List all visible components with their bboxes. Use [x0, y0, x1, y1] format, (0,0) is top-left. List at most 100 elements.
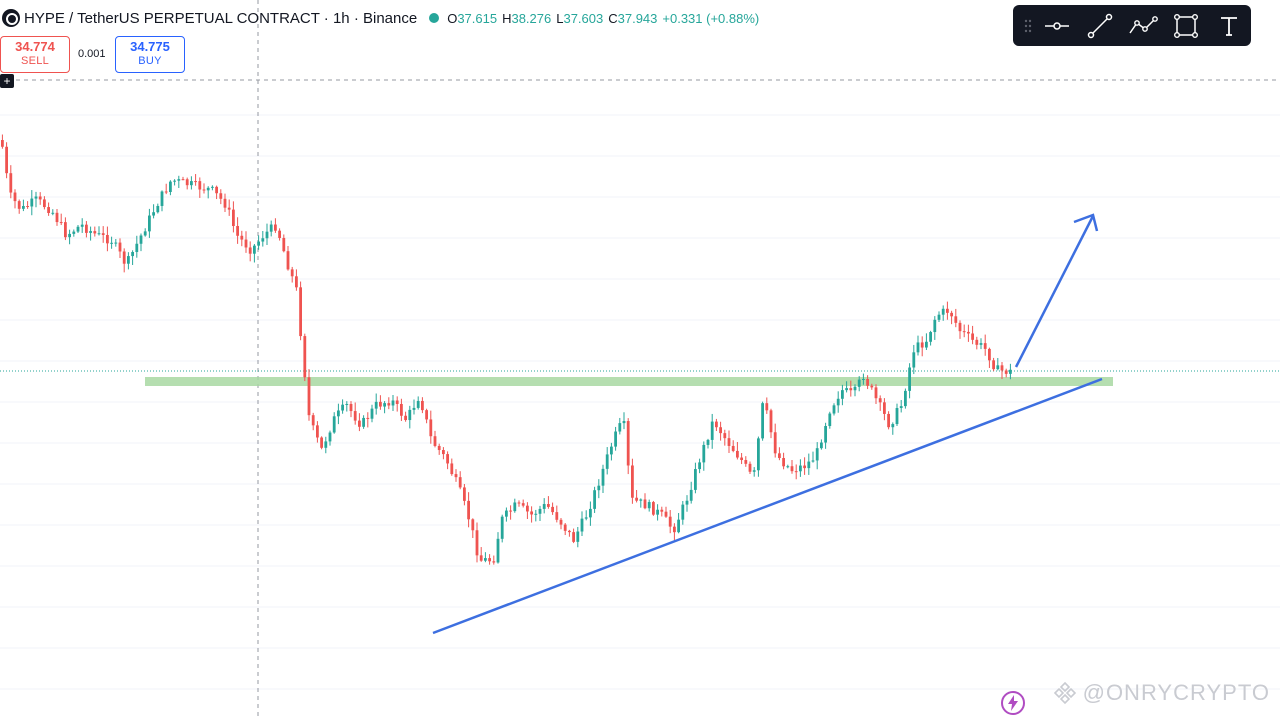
- candle-body: [421, 400, 424, 411]
- candle-body: [38, 196, 42, 200]
- projection-arrow[interactable]: [1014, 215, 1095, 368]
- candle-body: [992, 360, 995, 370]
- candle-body: [30, 198, 34, 207]
- candle-body: [425, 410, 428, 420]
- candle-body: [652, 502, 655, 515]
- candle-body: [769, 410, 773, 433]
- candle-body: [853, 386, 857, 391]
- candle-body: [996, 365, 1000, 370]
- path-icon[interactable]: [1121, 10, 1164, 42]
- candle-body: [689, 489, 693, 501]
- candle-body: [106, 234, 109, 244]
- candle-body: [937, 314, 941, 320]
- candle-body: [253, 245, 256, 254]
- candle-body: [261, 238, 265, 242]
- candle-body: [824, 426, 827, 443]
- candle-body: [240, 235, 244, 240]
- candle-body: [362, 417, 365, 427]
- horizontal-ray-icon[interactable]: [1035, 10, 1078, 42]
- candle-body: [299, 287, 302, 337]
- candle-body: [446, 454, 449, 464]
- candle-body: [576, 531, 580, 542]
- candle-body: [626, 421, 630, 466]
- candle-body: [471, 519, 475, 531]
- candle-body: [248, 247, 252, 254]
- candle-body: [324, 441, 328, 448]
- candle-body: [874, 387, 878, 399]
- candle-body: [404, 415, 407, 421]
- open-value: 37.615: [457, 10, 498, 26]
- candle-body: [463, 487, 466, 501]
- candle-body: [353, 411, 357, 421]
- candle-body: [303, 336, 307, 378]
- candle-body: [807, 461, 811, 469]
- candle-body: [904, 390, 907, 407]
- candle-body: [232, 209, 235, 226]
- candle-body: [190, 181, 193, 186]
- candle-body: [131, 252, 134, 257]
- candle-body: [958, 322, 962, 332]
- candle-body: [614, 431, 617, 447]
- candle-body: [286, 251, 290, 270]
- candle-body: [736, 450, 739, 458]
- candle-body: [26, 206, 29, 208]
- candle-body: [954, 316, 958, 323]
- rectangle-icon[interactable]: [1164, 10, 1207, 42]
- buy-button[interactable]: 34.775 BUY: [115, 36, 185, 73]
- low-value: 37.603: [563, 10, 604, 26]
- candle-body: [715, 421, 718, 428]
- candle-body: [400, 403, 403, 416]
- candle-body: [257, 241, 260, 246]
- candle-body: [223, 198, 227, 208]
- candle-body: [673, 526, 676, 533]
- candle-body: [702, 444, 706, 463]
- candle-body: [916, 342, 920, 353]
- candle-body: [526, 505, 529, 512]
- high-value: 38.276: [511, 10, 552, 26]
- candle-body: [555, 512, 559, 520]
- candle-body: [64, 222, 67, 238]
- ascending-trendline[interactable]: [432, 377, 1103, 635]
- text-icon[interactable]: [1207, 10, 1250, 42]
- candle-body: [895, 408, 899, 425]
- candle-body: [744, 460, 748, 464]
- candle-body: [975, 339, 979, 345]
- candle-body: [236, 225, 239, 236]
- candle-body: [752, 470, 756, 472]
- candle-body: [803, 465, 806, 469]
- candle-body: [311, 415, 315, 426]
- candle-body: [786, 466, 790, 468]
- candle-body: [22, 206, 25, 209]
- candle-body: [374, 401, 378, 409]
- candlestick-series: [1, 134, 1012, 565]
- candle-body: [80, 224, 84, 227]
- drag-handle-icon[interactable]: [1021, 16, 1035, 36]
- candle-body: [668, 516, 672, 527]
- candle-body: [1000, 365, 1004, 371]
- candle-body: [164, 191, 168, 193]
- support-zone[interactable]: [145, 377, 1113, 386]
- candle-body: [908, 367, 911, 391]
- candle-body: [979, 343, 983, 345]
- candle-body: [89, 231, 92, 233]
- candle-body: [72, 231, 76, 234]
- candle-body: [710, 421, 714, 440]
- trend-line-icon[interactable]: [1078, 10, 1121, 42]
- candle-body: [391, 400, 395, 406]
- candle-body: [93, 231, 97, 234]
- watermark-text: @ONRYCRYPTO: [1082, 680, 1270, 705]
- candle-body: [740, 457, 743, 461]
- candle-body: [265, 231, 269, 239]
- candle-body: [156, 205, 160, 213]
- symbol-title[interactable]: HYPE / TetherUS PERPETUAL CONTRACT · 1h …: [24, 9, 418, 27]
- candle-body: [933, 319, 937, 333]
- lightning-bolt-icon[interactable]: [1000, 690, 1026, 716]
- sell-button[interactable]: 34.774 SELL: [0, 36, 70, 73]
- candle-body: [950, 312, 953, 317]
- drawing-toolbar: [1013, 5, 1251, 46]
- candle-body: [85, 224, 88, 233]
- add-plus-icon[interactable]: +: [0, 74, 14, 88]
- candle-body: [1009, 369, 1012, 374]
- candle-body: [118, 242, 122, 252]
